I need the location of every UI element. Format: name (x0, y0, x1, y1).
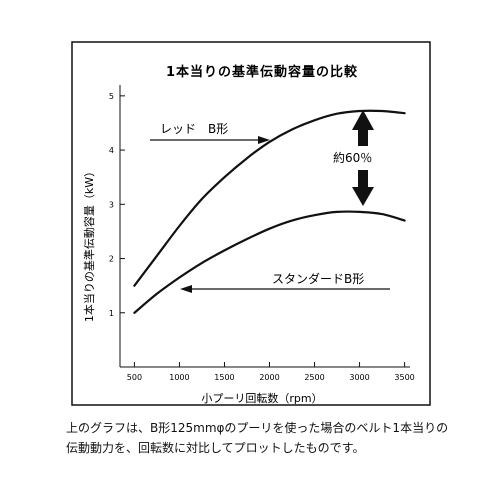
x-tick-label: 3000 (349, 373, 369, 382)
series-label-red-b: レッド B形 (160, 122, 228, 136)
series-line-red-b (133, 109, 406, 287)
difference-annotation: 約60％ (333, 150, 372, 165)
x-tick-label: 1500 (214, 373, 234, 382)
caption-line-2: 伝動動力を、回転数に対比してプロットしたものです。 (66, 441, 365, 455)
chart-title: 1本当りの基準伝動容量の比較 (166, 64, 358, 80)
difference-arrow-down-head (352, 187, 374, 206)
y-axis-label: 1本当りの基準伝動容量（kW） (82, 166, 96, 322)
x-tick-label: 2000 (259, 373, 279, 382)
series-leader-arrow-red-b (258, 136, 270, 144)
y-tick-label: 1 (109, 309, 114, 318)
chart-frame (71, 41, 431, 406)
caption-line-1: 上のグラフは、B形125mmφのプーリを使った場合のベルト1本当りの (66, 421, 449, 435)
difference-arrow-up-head (352, 110, 374, 130)
y-tick-label: 4 (109, 146, 114, 155)
series-label-standard-b: スタンダードB形 (272, 271, 364, 286)
series-layer (133, 109, 406, 314)
caption: 上のグラフは、B形125mmφのプーリを使った場合のベルト1本当りの 伝動動力を… (66, 418, 449, 458)
y-ticks: 1 2 3 4 5 (109, 92, 125, 318)
x-tick-label: 500 (127, 373, 142, 382)
difference-arrow (352, 110, 374, 206)
x-tick-label: 1000 (169, 373, 189, 382)
x-tick-label: 2500 (304, 373, 324, 382)
y-tick-label: 2 (109, 255, 114, 264)
y-tick-label: 3 (109, 200, 114, 209)
y-tick-label: 5 (109, 92, 114, 101)
difference-arrow-shaft-top (358, 129, 368, 146)
x-ticks: 500 1000 1500 2000 2500 3000 3500 (127, 362, 415, 382)
x-tick-label: 3500 (394, 373, 414, 382)
series-line-standard-b (133, 210, 406, 314)
series-leader-arrow-standard-b (180, 285, 192, 293)
x-axis-label: 小プーリ回転数（rpm） (201, 392, 322, 405)
difference-arrow-shaft-bottom (358, 170, 368, 188)
